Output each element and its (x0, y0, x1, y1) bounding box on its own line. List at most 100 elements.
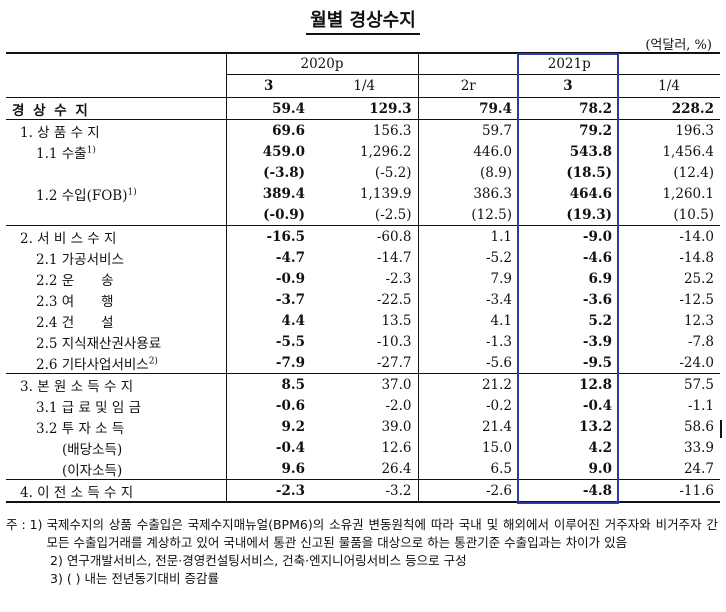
cell-value: -3.6 (582, 291, 612, 308)
cell-value: 7.9 (490, 270, 512, 287)
cell-value: 464.6 (569, 185, 612, 202)
table-row: 경 상 수 지 59.4 129.3 79.4 78.2 228.2 (6, 97, 720, 120)
cell-value: -11.6 (618, 479, 720, 503)
cell-value: -5.6 (485, 354, 512, 371)
cell-value: -27.7 (311, 352, 419, 374)
row-label: 2.5 지식재산권사용료 (6, 331, 227, 352)
table-row: (-3.8) (-5.2) (8.9) (18.5) (12.4) (6, 162, 720, 183)
cell-value: 6.9 (588, 270, 613, 287)
cell-value: 15.0 (481, 439, 512, 456)
header-col-2020-3: 3 (226, 74, 311, 98)
row-label-text: 4. 이 전 소 득 수 지 (20, 484, 134, 501)
cell-value: 543.8 (569, 143, 612, 160)
cell-value: 1,296.2 (311, 141, 419, 162)
cell-value: -14.7 (311, 247, 419, 268)
row-label-text: 3.1 급 료 및 임 금 (36, 399, 142, 416)
cell-value: 57.5 (618, 373, 720, 395)
cell-value: 21.4 (481, 418, 512, 435)
cell-value: 25.2 (683, 270, 714, 287)
cell-value: 78.2 (518, 97, 618, 120)
cell-value: 13.2 (579, 418, 612, 435)
table-row: 2.2 운 송 -0.9 -2.3 7.9 6.9 25.2 (6, 268, 720, 289)
footnote-ref: 1) (127, 187, 137, 197)
cell-value: 9.6 (281, 460, 306, 477)
cell-value: -10.3 (311, 331, 419, 352)
row-label-text: 1.1 수출 (36, 145, 87, 162)
cell-value: 79.2 (579, 122, 612, 139)
header-col-2021-1q: 1/4 (618, 74, 720, 98)
cell-value: 228.2 (618, 97, 720, 120)
cell-value: (-3.8) (263, 164, 305, 181)
footnote-ref: 1) (86, 145, 96, 155)
row-label: (배당소득) (6, 437, 227, 458)
cell-value: -14.0 (618, 225, 720, 247)
row-label-text: 3. 본 원 소 득 수 지 (20, 378, 134, 395)
footnote-3-text: ( ) 내는 전년동기대비 증감률 (66, 571, 219, 586)
cell-value: 9.0 (588, 460, 613, 477)
margin-mark (720, 420, 722, 438)
table-row: 3. 본 원 소 득 수 지 8.5 37.0 21.2 12.8 57.5 (6, 373, 720, 395)
footnote-2-key: 2) (50, 553, 67, 568)
footnotes: 주 : 1) 국제수지의 상품 수출입은 국제수지매뉴얼(BPM6)의 소유권 … (6, 516, 718, 588)
footnote-1-text: 국제수지의 상품 수출입은 국제수지매뉴얼(BPM6)의 소유권 변동원칙에 따… (46, 517, 718, 550)
cell-value: 1,139.9 (311, 183, 419, 204)
row-label-text: 2.5 지식재산권사용료 (36, 335, 162, 352)
cell-value: -2.3 (311, 268, 419, 289)
row-label-text: 경 상 수 지 (12, 102, 90, 119)
cell-value: 59.7 (481, 122, 512, 139)
table-row: 1.2 수입(FOB)1) 389.4 1,139.9 386.3 464.6 1,260… (6, 183, 720, 204)
table-row: 2.6 기타사업서비스2) -7.9 -27.7 -5.6 -9.5 -24.0 (6, 352, 720, 374)
cell-value: -0.4 (582, 397, 612, 414)
table-row: (-0.9) (-2.5) (12.5) (19.3) (10.5) (6, 204, 720, 226)
table-row: 2. 서 비 스 수 지 -16.5 -60.8 1.1 -9.0 -14.0 (6, 225, 720, 247)
row-label: 2.3 여 행 (6, 289, 227, 310)
footnote-1: 주 : 1) 국제수지의 상품 수출입은 국제수지매뉴얼(BPM6)의 소유권 … (6, 516, 718, 552)
cell-value: (8.9) (479, 164, 512, 181)
header-col-2020-1q: 1/4 (311, 74, 419, 98)
cell-value: -9.5 (582, 354, 612, 371)
table-row: 2.5 지식재산권사용료 -5.5 -10.3 -1.3 -3.9 -7.8 (6, 331, 720, 352)
unit-label: (억달러, %) (645, 38, 712, 53)
header-column-row: 3 1/4 2r 3 1/4 (6, 74, 720, 98)
cell-value: 1,456.4 (662, 143, 714, 160)
row-label: 3.1 급 료 및 임 금 (6, 395, 227, 416)
row-label: 1.2 수입(FOB)1) (6, 183, 227, 204)
header-col-2021-2: 2r (418, 74, 518, 98)
cell-value: -14.8 (679, 249, 714, 266)
row-label-text: 2. 서 비 스 수 지 (20, 230, 117, 247)
row-label: 1.1 수출1) (6, 141, 227, 162)
table-row: 2.4 건 설 4.4 13.5 4.1 5.2 12.3 (6, 310, 720, 331)
footnote-2: 2) 연구개발서비스, 전문·경영컨설팅서비스, 건축·엔지니어링서비스 등으로… (6, 552, 718, 570)
cell-value: 37.0 (311, 373, 419, 395)
cell-value: -2.0 (311, 395, 419, 416)
cell-value: -22.5 (311, 289, 419, 310)
cell-value: -3.4 (485, 291, 512, 308)
cell-value: 1.1 (418, 225, 518, 247)
cell-value: (-0.9) (263, 206, 305, 223)
table-row: (배당소득) -0.4 12.6 15.0 4.2 33.9 (6, 437, 720, 458)
cell-value: (10.5) (673, 206, 714, 223)
cell-value: -3.7 (275, 291, 305, 308)
cell-value: -7.8 (687, 333, 714, 350)
cell-value: 389.4 (262, 185, 305, 202)
cell-value: 8.5 (226, 373, 311, 395)
current-account-table: 2020p 2021p 3 1/4 2r 3 1/4 경 상 수 지 59.4 12… (6, 52, 720, 503)
header-year-2020: 2020p (226, 52, 419, 75)
cell-value: 156.3 (311, 119, 419, 141)
cell-value: 129.3 (311, 97, 419, 120)
cell-value: 459.0 (262, 143, 305, 160)
row-label: 4. 이 전 소 득 수 지 (6, 479, 227, 503)
cell-value: -60.8 (311, 225, 419, 247)
cell-value: 69.6 (272, 122, 305, 139)
cell-value: -4.7 (275, 249, 305, 266)
row-label-text: 1.2 수입(FOB) (36, 187, 128, 204)
cell-value: (-2.5) (311, 204, 419, 226)
cell-value: 4.1 (490, 312, 512, 329)
cell-value: 386.3 (473, 185, 512, 202)
cell-value: 26.4 (311, 458, 419, 480)
row-label: 2.4 건 설 (6, 310, 227, 331)
table-row: (이자소득) 9.6 26.4 6.5 9.0 24.7 (6, 458, 720, 480)
cell-value: -0.4 (275, 439, 305, 456)
row-label: 3. 본 원 소 득 수 지 (6, 373, 227, 395)
cell-value: -5.5 (275, 333, 305, 350)
